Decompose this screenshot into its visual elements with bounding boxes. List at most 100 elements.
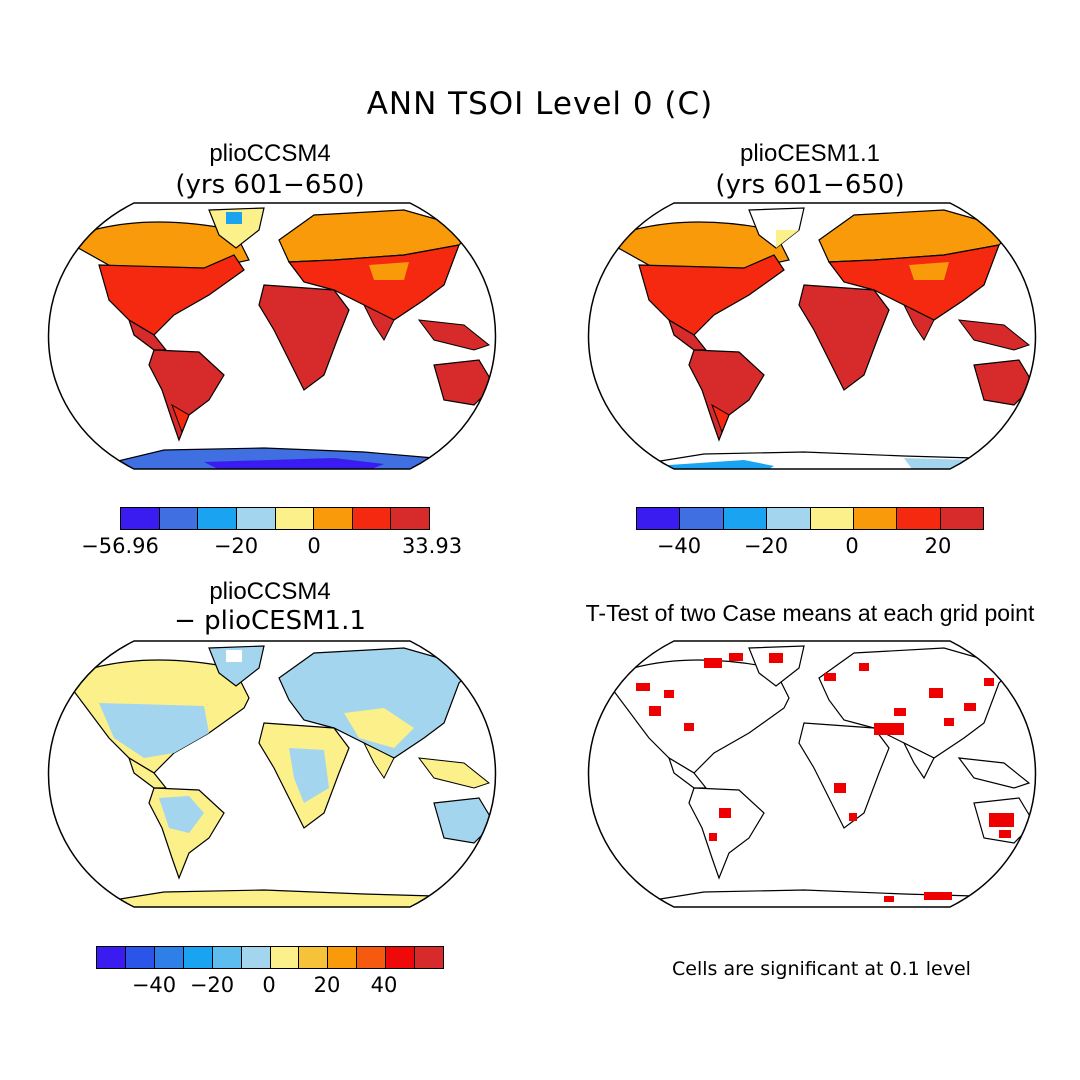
colorbar-swatch <box>299 947 329 968</box>
antarctica-blue <box>644 460 774 469</box>
tick-label: −56.96 <box>81 534 159 558</box>
map-boundary <box>47 202 497 470</box>
india <box>902 741 935 780</box>
colorbar-swatch <box>121 508 160 529</box>
africa <box>798 284 890 391</box>
australia <box>433 797 495 844</box>
colorbar-swatch <box>940 508 983 529</box>
colorbar-swatch <box>415 947 444 968</box>
tick-label: 33.93 <box>401 534 463 558</box>
colorbar-top-left <box>120 507 430 530</box>
tick-label: −20 <box>213 534 259 558</box>
colorbar-swatch <box>767 508 811 529</box>
se-asia-islands <box>957 757 1031 789</box>
tick-label: 0 <box>307 534 321 558</box>
eurasia-warm <box>344 708 414 748</box>
tick-label: −20 <box>743 534 789 558</box>
south-america-cool <box>159 796 204 833</box>
panel-title-top-left: plioCCSM4 <box>209 140 331 167</box>
colorbar-swatch <box>328 947 358 968</box>
australia <box>973 359 1035 406</box>
panel-title-bottom-right: T-Test of two Case means at each grid po… <box>585 600 1035 626</box>
colorbar-swatch <box>314 508 353 529</box>
colorbar-swatch <box>212 947 242 968</box>
colorbar-swatch <box>97 947 126 968</box>
colorbar-swatch <box>352 508 392 529</box>
se-asia-islands <box>957 319 1031 351</box>
africa <box>798 722 890 829</box>
eurasia-south <box>287 244 460 321</box>
south-america <box>688 787 765 880</box>
panel-subtitle-top-left: (yrs 601−650) <box>175 170 365 200</box>
colorbar-swatch <box>241 947 271 968</box>
tibet-plateau <box>369 262 409 280</box>
australia <box>433 359 495 406</box>
colorbar-swatch <box>723 508 768 529</box>
colorbar-swatch <box>897 508 941 529</box>
colorbar-swatch <box>637 508 681 529</box>
north-america <box>603 659 790 774</box>
panel-title-bottom-left: plioCCSM4 <box>209 578 331 605</box>
tick-label: 0 <box>845 534 859 558</box>
panel-subtitle-bottom-left: − plioCESM1.1 <box>174 606 366 636</box>
colorbar-ticks-top-left: −56.96 −20 0 33.93 <box>81 534 462 560</box>
south-america <box>148 349 225 442</box>
south-america <box>688 349 765 442</box>
map-boundary <box>587 640 1037 908</box>
map-boundary <box>47 640 497 908</box>
figure-title: ANN TSOI Level 0 (C) <box>366 86 714 122</box>
tick-label: −40 <box>131 973 177 997</box>
patagonia <box>171 403 190 434</box>
eurasia <box>818 647 1016 759</box>
antarctica <box>102 889 456 907</box>
antarctica-light <box>904 458 989 469</box>
colorbar-bottom-left <box>96 946 444 969</box>
panel-subtitle-top-right: (yrs 601−650) <box>715 170 905 200</box>
colorbar-ticks-bottom-left: −40 −20 0 20 40 <box>96 973 444 999</box>
tick-label: −20 <box>189 973 235 997</box>
india <box>362 741 395 779</box>
colorbar-top-right <box>636 507 984 530</box>
north-america-warm <box>98 254 245 336</box>
tick-label: −40 <box>656 534 702 558</box>
greenland-white <box>226 650 242 662</box>
map-top-left <box>47 202 497 470</box>
tibet-plateau <box>909 262 949 280</box>
panel-title-top-right: plioCESM1.1 <box>739 140 881 167</box>
colorbar-swatch <box>275 508 315 529</box>
colorbar-swatch <box>853 508 898 529</box>
colorbar-swatch <box>391 508 429 529</box>
north-america-warm <box>638 254 785 336</box>
colorbar-swatch <box>357 947 387 968</box>
significant-cells <box>636 653 1014 906</box>
tick-label: 20 <box>924 534 952 558</box>
tick-label: 0 <box>262 973 276 997</box>
map-boundary <box>587 202 1037 470</box>
map-top-right <box>587 202 1037 470</box>
eurasia-south <box>827 244 1000 321</box>
colorbar-swatch <box>236 508 276 529</box>
greenland-edge <box>776 230 799 248</box>
se-asia-islands <box>417 319 491 351</box>
africa <box>258 284 350 391</box>
colorbar-swatch <box>810 508 854 529</box>
greenland <box>208 645 265 687</box>
colorbar-swatch <box>270 947 300 968</box>
tick-label: 20 <box>313 973 341 997</box>
colorbar-swatch <box>159 508 199 529</box>
patagonia <box>711 403 730 434</box>
eurasia <box>278 647 476 759</box>
tick-label: 40 <box>370 973 398 997</box>
colorbar-swatch <box>680 508 724 529</box>
africa-cool <box>289 748 329 803</box>
se-asia-islands <box>417 757 491 789</box>
greenland <box>208 207 265 249</box>
greenland-cold-spot <box>226 212 242 224</box>
colorbar-ticks-top-right: −40 −20 0 20 <box>636 534 984 560</box>
map-bottom-left <box>47 640 497 908</box>
india <box>902 303 935 341</box>
colorbar-swatch <box>386 947 416 968</box>
colorbar-swatch <box>198 508 237 529</box>
greenland <box>748 645 805 687</box>
north-america-cool <box>99 703 209 758</box>
